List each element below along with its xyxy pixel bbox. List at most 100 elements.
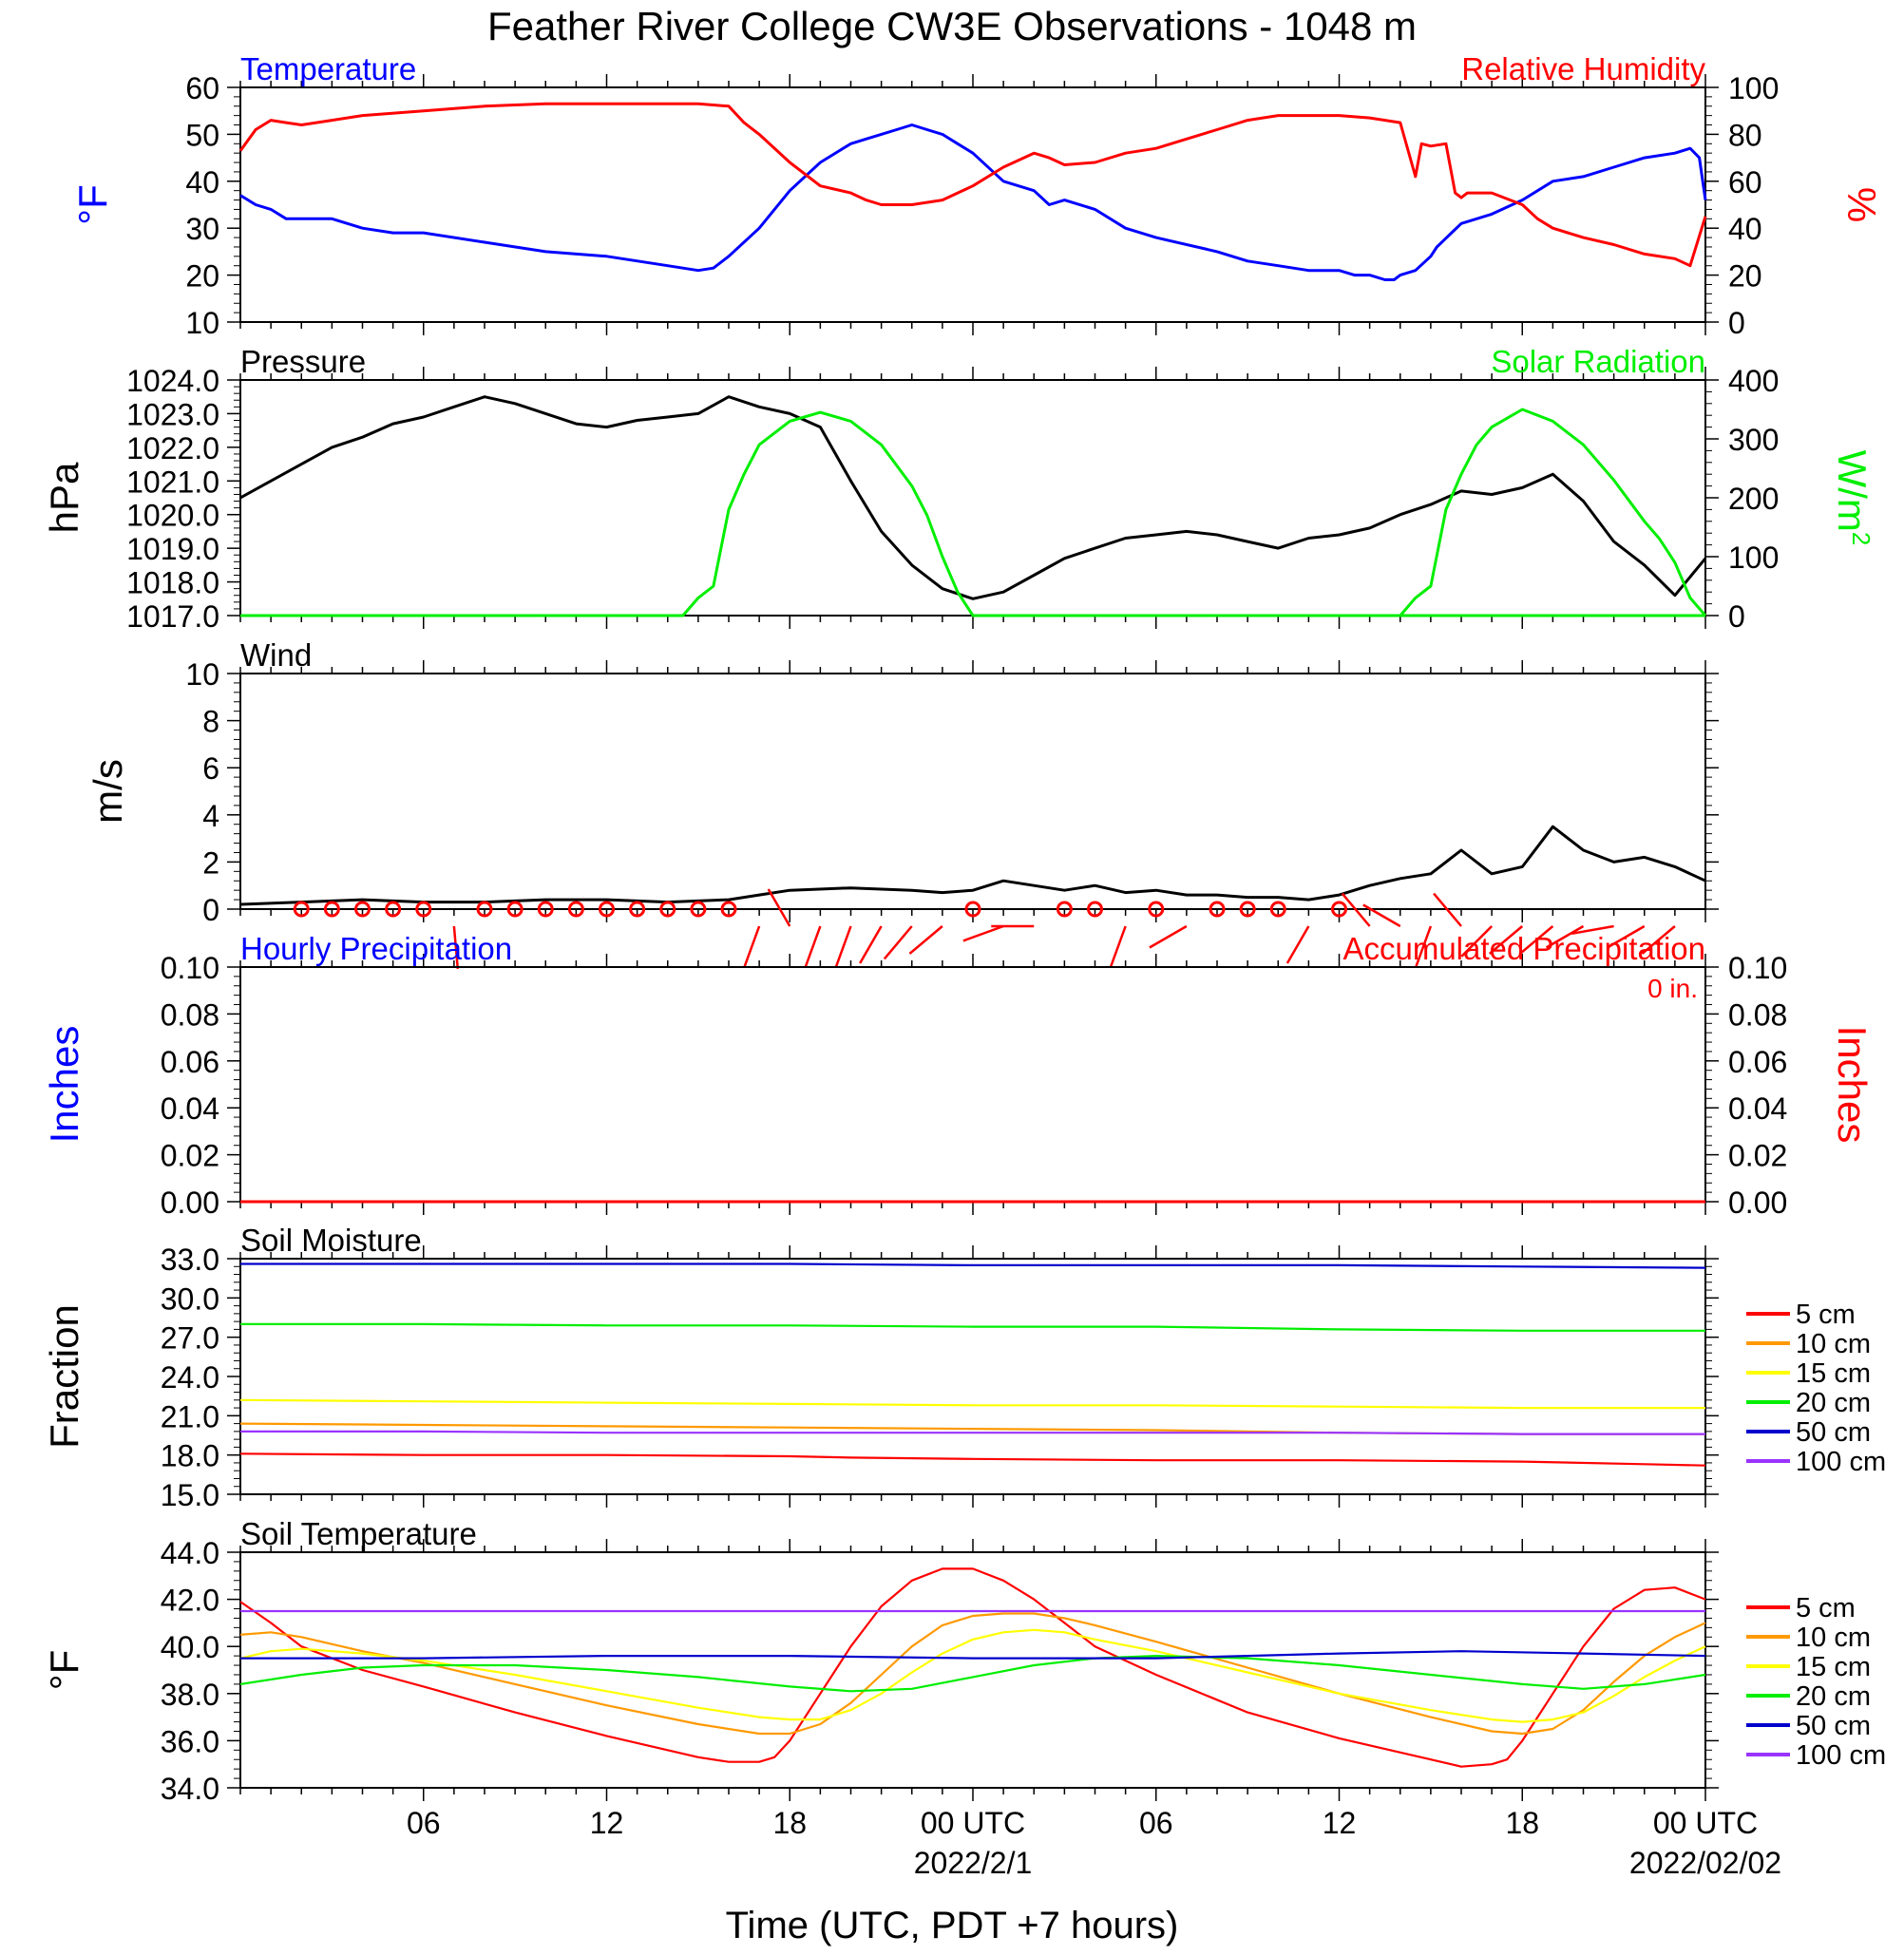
calm-wind-marker bbox=[659, 901, 676, 918]
series-line-50-cm bbox=[240, 1262, 1706, 1269]
legend-label: 5 cm bbox=[1796, 1300, 1856, 1330]
y-right-tick-label: 40 bbox=[1728, 212, 1762, 246]
panel-title-left: Temperature bbox=[240, 51, 416, 86]
panel-title-left: Hourly Precipitation bbox=[240, 931, 512, 966]
calm-wind-marker bbox=[506, 901, 524, 918]
series-line-5-cm bbox=[239, 1567, 1706, 1768]
legend-label: 100 cm bbox=[1796, 1740, 1886, 1771]
panel-wind: 0 2 4 6 8 10 Wind m/s bbox=[86, 637, 1719, 969]
calm-wind-marker bbox=[629, 901, 646, 918]
y-right-tick-label: 80 bbox=[1728, 118, 1762, 152]
series-line-20-cm bbox=[239, 1654, 1706, 1693]
panel-title-left: Wind bbox=[240, 637, 312, 673]
panel-title-left: Pressure bbox=[240, 344, 366, 379]
y-right-tick-label: 100 bbox=[1728, 71, 1779, 105]
calm-wind-marker bbox=[1269, 901, 1286, 918]
wind-barb bbox=[1433, 892, 1462, 927]
y-tick-label: 2 bbox=[202, 845, 219, 880]
legend-label: 5 cm bbox=[1796, 1593, 1856, 1623]
panel-pressure_solar: 1017.01018.01019.01020.01021.01022.01023… bbox=[42, 344, 1875, 634]
x-date-label: 2022/02/02 bbox=[1629, 1846, 1781, 1880]
y-tick-label: 1024.0 bbox=[126, 364, 219, 398]
wind-barb bbox=[1415, 925, 1433, 967]
calm-wind-marker bbox=[720, 901, 737, 918]
y-right-tick-label: 100 bbox=[1728, 541, 1779, 575]
calm-wind-marker bbox=[323, 901, 340, 918]
x-tick-label: 18 bbox=[772, 1806, 807, 1840]
y-tick-label: 4 bbox=[202, 799, 219, 833]
x-tick-label: 18 bbox=[1505, 1806, 1539, 1840]
panel-temp_rh: 10 20 30 40 50 60 0 20 40 60 80 100 Temperature Relat… bbox=[70, 51, 1884, 340]
legend-label: 15 cm bbox=[1796, 1358, 1871, 1389]
wind-barb bbox=[908, 925, 943, 955]
y-tick-label: 0 bbox=[202, 893, 219, 927]
plot-frame bbox=[239, 379, 1706, 617]
wind-barb bbox=[1641, 925, 1676, 955]
legend-label: 100 cm bbox=[1796, 1447, 1886, 1477]
y-tick-label: 0.04 bbox=[161, 1091, 219, 1126]
y-tick-label: 1020.0 bbox=[126, 499, 219, 533]
wind-barb bbox=[743, 925, 761, 967]
calm-wind-marker bbox=[690, 901, 707, 918]
series-line-wind bbox=[239, 825, 1706, 906]
panel-soil_moisture: 15.0 18.0 21.0 24.0 27.0 30.0 33.0 Soil Moistur… bbox=[42, 1223, 1886, 1512]
x-tick-label: 00 UTC bbox=[1653, 1806, 1758, 1840]
y-tick-label: 38.0 bbox=[161, 1678, 219, 1712]
wind-barb bbox=[1149, 924, 1188, 949]
y-axis-label-left: Inches bbox=[42, 1026, 86, 1144]
series-line-5-cm bbox=[239, 1452, 1706, 1467]
calm-wind-marker bbox=[567, 901, 584, 918]
y-axis-label-left: °F bbox=[42, 1650, 86, 1690]
y-tick-label: 30.0 bbox=[161, 1281, 219, 1316]
y-axis-label-left: °F bbox=[70, 184, 115, 224]
y-right-tick-label: 200 bbox=[1728, 482, 1779, 516]
y-tick-label: 27.0 bbox=[161, 1321, 219, 1356]
y-axis-label-right: W/m2 bbox=[1830, 450, 1875, 546]
calm-wind-marker bbox=[537, 901, 554, 918]
x-date-label: 2022/2/1 bbox=[914, 1846, 1033, 1880]
y-tick-label: 36.0 bbox=[161, 1724, 219, 1758]
legend-label: 50 cm bbox=[1796, 1711, 1871, 1741]
series-line-solar-radiation bbox=[973, 408, 1707, 617]
y-right-tick-label: 0 bbox=[1728, 599, 1745, 634]
series-line-15-cm bbox=[239, 1398, 1705, 1410]
plot-frame bbox=[239, 966, 1706, 1203]
y-axis-label-right: % bbox=[1839, 187, 1884, 222]
series-group bbox=[238, 102, 1707, 281]
y-tick-label: 10 bbox=[185, 306, 219, 340]
x-tick-label: 06 bbox=[407, 1806, 441, 1840]
series-line-solar-radiation bbox=[240, 410, 1705, 617]
calm-wind-marker bbox=[476, 901, 493, 918]
y-tick-label: 0.10 bbox=[161, 951, 219, 985]
y-tick-label: 33.0 bbox=[161, 1243, 219, 1277]
legend-label: 10 cm bbox=[1796, 1329, 1871, 1359]
accumulated-total-label: 0 in. bbox=[1647, 974, 1698, 1003]
y-tick-label: 1023.0 bbox=[126, 397, 219, 431]
y-axis-label-left: hPa bbox=[42, 462, 86, 533]
y-tick-label: 21.0 bbox=[161, 1399, 219, 1433]
calm-wind-marker bbox=[1239, 901, 1256, 918]
y-right-tick-label: 300 bbox=[1728, 423, 1779, 457]
wind-barb bbox=[1545, 924, 1585, 949]
y-tick-label: 0.00 bbox=[161, 1186, 219, 1220]
legend-label: 15 cm bbox=[1796, 1652, 1871, 1682]
calm-wind-marker bbox=[1209, 901, 1226, 918]
series-line-relative-humidity bbox=[238, 102, 1707, 268]
series-line-temperature bbox=[239, 123, 1707, 281]
series-line-50-cm bbox=[240, 1650, 1706, 1660]
wind-barb bbox=[1362, 903, 1401, 928]
wind-barb bbox=[452, 925, 460, 969]
y-tick-label: 44.0 bbox=[161, 1536, 219, 1570]
panel-title-left: Soil Temperature bbox=[240, 1516, 477, 1551]
wind-barb bbox=[1460, 925, 1494, 958]
y-tick-label: 1018.0 bbox=[126, 566, 219, 600]
x-tick-label: 00 UTC bbox=[921, 1806, 1025, 1840]
y-tick-label: 15.0 bbox=[161, 1478, 219, 1512]
y-tick-label: 60 bbox=[185, 71, 219, 105]
panel-precip: 0.00 0.02 0.04 0.06 0.08 0.10 0.00 0.02 0.04 0.06… bbox=[42, 931, 1875, 1220]
wind-barb bbox=[962, 924, 1004, 942]
wind-barb bbox=[1285, 925, 1310, 964]
y-tick-label: 40 bbox=[185, 165, 219, 199]
series-line-20-cm bbox=[240, 1322, 1705, 1332]
